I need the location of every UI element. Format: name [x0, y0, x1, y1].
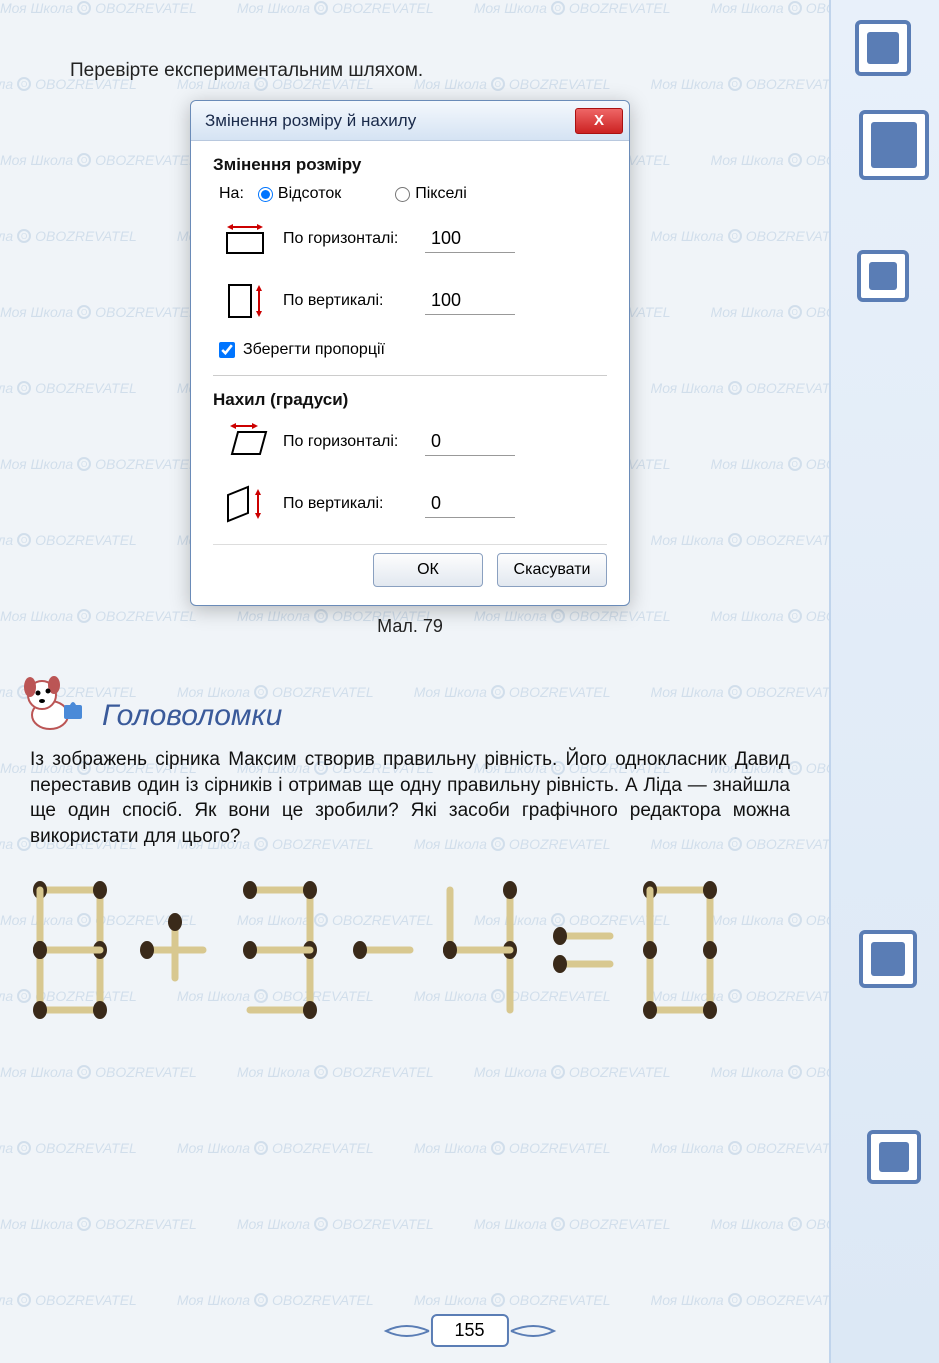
- close-button[interactable]: X: [575, 108, 623, 134]
- dialog-title: Змінення розміру й нахилу: [205, 111, 416, 131]
- radio-pixels-label[interactable]: Пікселі: [395, 185, 467, 203]
- radio-percent-text: Відсоток: [278, 185, 341, 203]
- puzzle-section: Головоломки Із зображень сірника Максим …: [20, 667, 800, 1050]
- skew-vert-label: По вертикалі:: [283, 494, 413, 513]
- radio-pixels-text: Пікселі: [415, 185, 467, 203]
- matchstick-equation: [20, 870, 800, 1050]
- keep-aspect-checkbox[interactable]: [219, 342, 235, 358]
- dialog-wrap: Змінення розміру й нахилу X Змінення роз…: [20, 100, 800, 606]
- resize-by-row: На: Відсоток Пікселі: [219, 185, 607, 203]
- puzzle-title: Головоломки: [102, 699, 282, 737]
- section-divider: [213, 375, 607, 376]
- skew-horizontal-row: По горизонталі:: [219, 420, 607, 464]
- by-label: На:: [219, 185, 244, 203]
- skew-horiz-icon: [219, 420, 271, 464]
- resize-section-label: Змінення розміру: [213, 155, 607, 175]
- page-number-wrap: 155: [380, 1314, 558, 1347]
- puzzle-body-text: Із зображень сірника Максим створив прав…: [30, 747, 790, 850]
- ok-button[interactable]: ОК: [373, 553, 483, 587]
- figure-caption: Мал. 79: [20, 616, 800, 637]
- dialog-titlebar[interactable]: Змінення розміру й нахилу X: [191, 101, 629, 141]
- intro-text: Перевірте експериментальним шляхом.: [70, 60, 800, 82]
- resize-horiz-icon: [219, 217, 271, 261]
- page-content: Перевірте експериментальним шляхом. Змін…: [0, 0, 830, 1100]
- skew-vert-input[interactable]: [425, 490, 515, 518]
- radio-percent[interactable]: [258, 187, 273, 202]
- resize-horiz-label: По горизонталі:: [283, 229, 413, 248]
- radio-percent-label[interactable]: Відсоток: [258, 185, 341, 203]
- decor-square: [859, 930, 917, 988]
- keep-aspect-label: Зберегти пропорції: [243, 341, 385, 359]
- resize-vert-icon: [219, 279, 271, 323]
- resize-horiz-input[interactable]: [425, 225, 515, 253]
- keep-aspect-row[interactable]: Зберегти пропорції: [219, 341, 607, 359]
- resize-vertical-row: По вертикалі:: [219, 279, 607, 323]
- skew-horiz-input[interactable]: [425, 428, 515, 456]
- skew-vertical-row: По вертикалі:: [219, 482, 607, 526]
- dog-mascot-icon: [20, 667, 90, 737]
- page-flourish-left-icon: [380, 1316, 430, 1346]
- decor-square: [867, 1130, 921, 1184]
- dialog-body: Змінення розміру На: Відсоток Пікселі: [191, 141, 629, 605]
- puzzle-header: Головоломки: [20, 667, 800, 737]
- skew-vert-icon: [219, 482, 271, 526]
- resize-horizontal-row: По горизонталі:: [219, 217, 607, 261]
- cancel-button[interactable]: Скасувати: [497, 553, 607, 587]
- decor-square: [859, 110, 929, 180]
- dialog-button-row: ОК Скасувати: [213, 544, 607, 587]
- right-decor-strip: [829, 0, 939, 1363]
- page-flourish-right-icon: [509, 1316, 559, 1346]
- matchstick-svg: [20, 870, 800, 1050]
- close-icon: X: [594, 112, 604, 129]
- decor-square: [857, 250, 909, 302]
- resize-skew-dialog: Змінення розміру й нахилу X Змінення роз…: [190, 100, 630, 606]
- skew-section-label: Нахил (градуси): [213, 390, 607, 410]
- resize-vert-label: По вертикалі:: [283, 291, 413, 310]
- skew-horiz-label: По горизонталі:: [283, 432, 413, 451]
- page-number: 155: [430, 1314, 508, 1347]
- decor-square: [855, 20, 911, 76]
- radio-pixels[interactable]: [395, 187, 410, 202]
- resize-vert-input[interactable]: [425, 287, 515, 315]
